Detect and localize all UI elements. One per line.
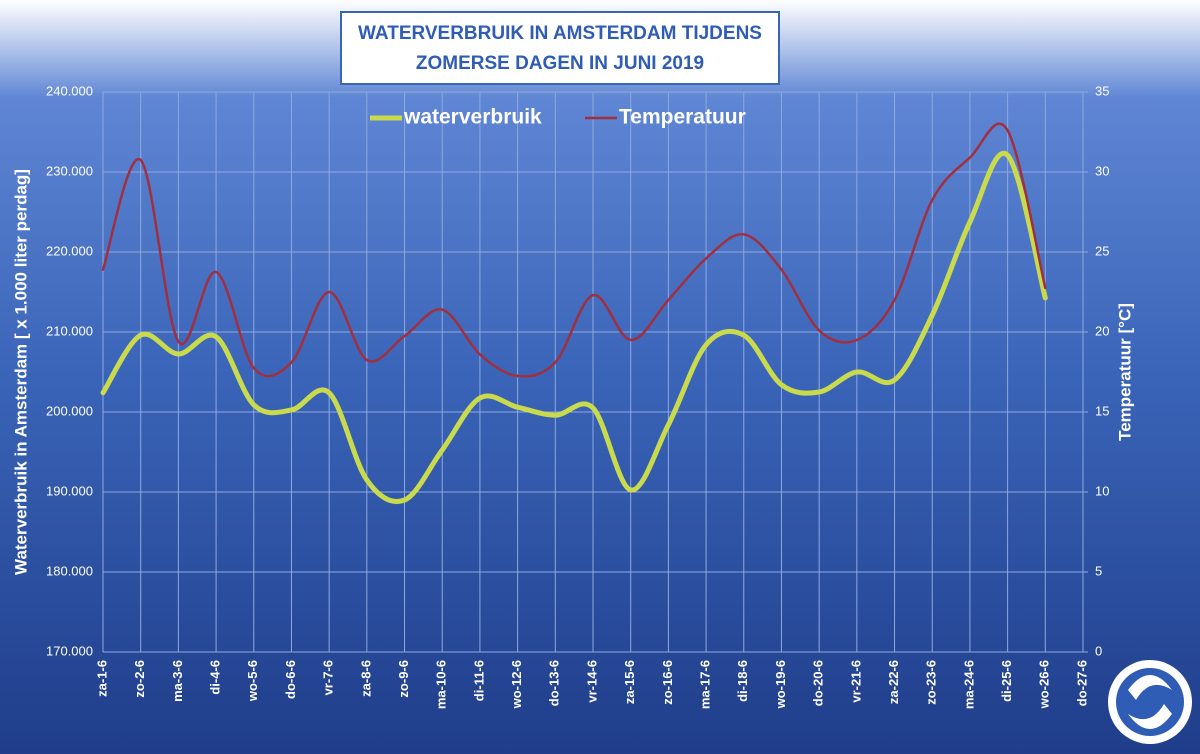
x-tick-label: do-6-6 xyxy=(283,660,298,699)
x-tick-label: wo-12-6 xyxy=(509,660,524,709)
series-line xyxy=(101,122,1047,378)
y2-axis-label: Temperatuur [°C] xyxy=(1115,303,1134,441)
x-tick-label: ma-10-6 xyxy=(434,660,449,709)
x-tick-label: di-4-6 xyxy=(208,660,223,695)
x-tick-label: do-20-6 xyxy=(811,660,826,706)
chart-title: ZOMERSE DAGEN IN JUNI 2019 xyxy=(416,53,704,74)
y2-tick-label: 35 xyxy=(1095,83,1109,98)
x-tick-label: zo-16-6 xyxy=(660,660,675,705)
x-tick-label: wo-26-6 xyxy=(1037,660,1052,709)
y2-tick-label: 15 xyxy=(1095,403,1109,418)
y2-tick-label: 0 xyxy=(1095,643,1102,658)
y-tick-label: 230.000 xyxy=(46,163,93,178)
y-tick-label: 210.000 xyxy=(46,323,93,338)
legend-label: Temperatuur xyxy=(619,106,746,129)
title-box xyxy=(340,11,780,85)
x-tick-label: ma-17-6 xyxy=(698,660,713,709)
y2-tick-label: 20 xyxy=(1095,323,1109,338)
x-tick-label: za-8-6 xyxy=(358,660,373,697)
y-tick-label: 240.000 xyxy=(46,83,93,98)
y2-tick-label: 25 xyxy=(1095,243,1109,258)
x-tick-label: vr-7-6 xyxy=(321,660,336,695)
x-tick-label: zo-23-6 xyxy=(924,660,939,705)
y-tick-label: 200.000 xyxy=(46,403,93,418)
x-tick-label: vr-21-6 xyxy=(848,660,863,703)
chart-title: WATERVERBRUIK IN AMSTERDAM TIJDENS xyxy=(358,23,762,44)
logo xyxy=(1108,660,1192,744)
legend-label: waterverbruik xyxy=(403,106,542,129)
x-tick-label: zo-2-6 xyxy=(132,660,147,698)
x-tick-label: do-27-6 xyxy=(1074,660,1089,706)
x-tick-label: zo-9-6 xyxy=(396,660,411,698)
x-tick-label: di-18-6 xyxy=(735,660,750,702)
x-tick-label: za-1-6 xyxy=(94,660,109,697)
x-tick-label: ma-24-6 xyxy=(961,660,976,709)
x-tick-label: wo-19-6 xyxy=(773,660,788,709)
y-tick-label: 190.000 xyxy=(46,483,93,498)
x-tick-label: ma-3-6 xyxy=(170,660,185,702)
x-tick-label: wo-5-6 xyxy=(245,660,260,702)
x-tick-label: do-13-6 xyxy=(547,660,562,706)
y-axis-label: Waterverbruik in Amsterdam [ x 1.000 lit… xyxy=(11,169,30,575)
x-tick-label: di-11-6 xyxy=(471,660,486,701)
y-tick-label: 180.000 xyxy=(46,563,93,578)
x-tick-label: za-22-6 xyxy=(886,660,901,704)
y-tick-label: 220.000 xyxy=(46,243,93,258)
x-tick-label: di-25-6 xyxy=(999,660,1014,702)
x-tick-label: za-15-6 xyxy=(622,660,637,704)
x-tick-label: vr-14-6 xyxy=(584,660,599,703)
y2-tick-label: 10 xyxy=(1095,483,1109,498)
series-line xyxy=(100,150,1048,504)
y-tick-label: 170.000 xyxy=(46,643,93,658)
y2-tick-label: 30 xyxy=(1095,163,1109,178)
y2-tick-label: 5 xyxy=(1095,563,1102,578)
